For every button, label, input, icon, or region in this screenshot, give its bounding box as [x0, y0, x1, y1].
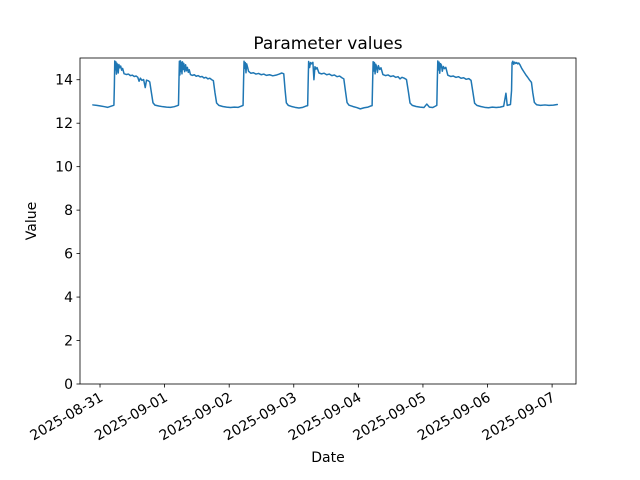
y-axis-ticks: 0 2 4 6 8 10 12 14: [55, 73, 80, 393]
y-tick-label: 0: [64, 377, 73, 393]
y-tick-label: 12: [55, 116, 73, 132]
x-tick-label: 2025-09-07: [480, 390, 558, 445]
x-tick-label: 2025-08-31: [28, 390, 106, 445]
y-tick-label: 4: [64, 290, 73, 306]
y-tick-label: 8: [64, 203, 73, 219]
y-tick-label: 10: [55, 159, 73, 175]
x-tick-label: 2025-09-01: [92, 390, 170, 445]
x-tick-label: 2025-09-05: [350, 390, 428, 445]
y-axis-label: Value: [24, 202, 40, 240]
x-tick-label: 2025-09-03: [221, 390, 299, 445]
y-tick-label: 6: [64, 246, 73, 262]
plot-area-border: [79, 57, 577, 385]
data-series-line: [92, 60, 559, 110]
chart-title: Parameter values: [253, 34, 402, 54]
y-tick-label: 2: [64, 333, 73, 349]
x-axis-ticks: 2025-08-312025-09-012025-09-022025-09-03…: [28, 384, 558, 445]
y-tick-label: 14: [55, 73, 73, 89]
x-tick-label: 2025-09-02: [157, 390, 235, 445]
x-axis-label: Date: [311, 450, 344, 466]
